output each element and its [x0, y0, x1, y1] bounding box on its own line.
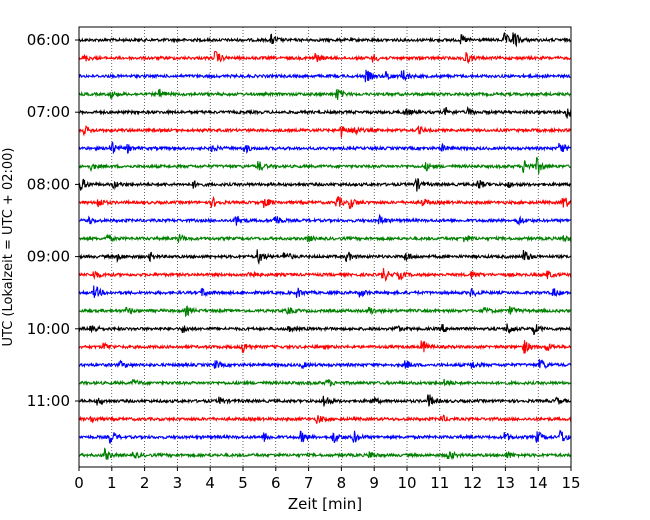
seismic-trace	[78, 414, 572, 424]
seismic-trace	[78, 394, 572, 407]
seismic-trace	[78, 249, 572, 265]
seismic-trace	[78, 69, 572, 83]
x-tick-label: 10	[397, 474, 416, 492]
x-tick-label: 12	[463, 474, 482, 492]
y-tick-label: 10:00	[27, 320, 70, 338]
x-tick-label: 5	[238, 474, 248, 492]
seismic-trace	[78, 447, 572, 461]
y-tick-label: 11:00	[27, 392, 70, 410]
x-tick-label: 3	[173, 474, 183, 492]
x-tick-label: 0	[74, 474, 84, 492]
seismic-trace	[78, 177, 572, 192]
x-tick-label: 11	[430, 474, 449, 492]
x-tick-label: 8	[337, 474, 347, 492]
seismic-trace	[78, 429, 572, 444]
plot-frame	[78, 26, 572, 468]
seismic-trace	[78, 268, 572, 282]
y-tick-label: 06:00	[27, 31, 70, 49]
y-tick-label: 09:00	[27, 248, 70, 266]
seismic-trace	[78, 213, 572, 226]
seismic-trace	[78, 305, 572, 318]
seismic-trace	[78, 50, 572, 65]
seismic-trace	[78, 124, 572, 138]
y-tick-label: 07:00	[27, 103, 70, 121]
seismic-traces	[78, 31, 572, 461]
x-tick-label: 4	[205, 474, 215, 492]
seismic-trace	[78, 157, 572, 175]
x-tick-label: 2	[140, 474, 150, 492]
seismic-trace	[78, 340, 572, 354]
x-axis-ticks: 0 1 2 3 4 5 6 7 8 9 10 11 12 13 14 15	[74, 467, 581, 492]
seismic-trace	[78, 323, 572, 336]
seismic-trace	[78, 141, 572, 155]
y-axis-label: UTC (Lokalzeit = UTC + 02:00)	[1, 148, 16, 347]
x-tick-label: 7	[304, 474, 314, 492]
seismic-trace	[78, 285, 572, 298]
x-tick-label: 6	[271, 474, 281, 492]
x-tick-label: 9	[369, 474, 379, 492]
seismic-trace	[78, 195, 572, 209]
seismic-trace	[78, 31, 572, 48]
x-tick-label: 15	[561, 474, 580, 492]
seismic-trace	[78, 88, 572, 100]
x-tick-label: 1	[107, 474, 117, 492]
seismic-trace	[78, 233, 572, 243]
x-axis-label: Zeit [min]	[288, 495, 362, 513]
seismic-trace	[78, 359, 572, 370]
seismic-trace	[78, 106, 572, 119]
x-tick-label: 14	[529, 474, 548, 492]
x-tick-label: 13	[496, 474, 515, 492]
y-axis-ticks: 06:00 07:00 08:00 09:00 10:00 11:00	[27, 31, 79, 410]
seismic-trace	[78, 378, 572, 387]
vertical-gridlines	[111, 27, 539, 467]
y-tick-label: 08:00	[27, 175, 70, 193]
